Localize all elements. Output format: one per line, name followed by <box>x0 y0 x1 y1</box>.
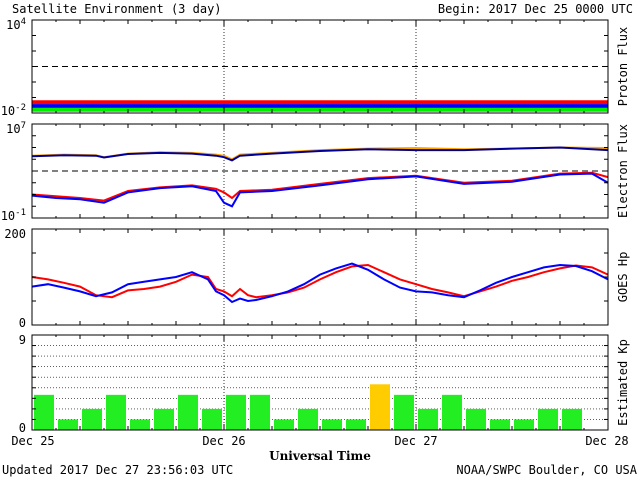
y-axis-label: Proton Flux <box>616 27 630 106</box>
y-tick-label: 107 <box>6 121 26 136</box>
y-tick-label: 0 <box>19 316 26 330</box>
kp-bar <box>490 419 510 430</box>
electron-flux-panel: 107 10-1 Electron Flux <box>1 121 630 223</box>
kp-bar <box>226 394 246 430</box>
chart-title: Satellite Environment (3 day) <box>12 2 222 16</box>
panel-frame <box>31 123 609 219</box>
panels-group: 104 10-2 Proton Flux 107 10-1 Electron Flux 20… <box>1 17 630 435</box>
kp-bar <box>418 408 438 430</box>
kp-bar <box>514 419 534 430</box>
red-series <box>31 171 609 202</box>
kp-bar <box>394 394 414 430</box>
kp-bar <box>562 408 582 430</box>
y-axis-label: Estimated Kp <box>616 339 630 426</box>
kp-bar <box>106 394 126 430</box>
y-axis-label: GOES Hp <box>616 252 630 303</box>
x-axis-ticks: Dec 25 Dec 26 Dec 27 Dec 28 <box>11 434 628 448</box>
kp-bar <box>250 394 270 430</box>
panel-frame <box>31 228 609 326</box>
kp-bar <box>442 394 462 430</box>
kp-bar <box>322 419 342 430</box>
kp-bar <box>298 408 318 430</box>
kp-bar <box>274 419 294 430</box>
kp-bar <box>154 408 174 430</box>
updated-timestamp: Updated 2017 Dec 27 23:56:03 UTC <box>2 463 233 477</box>
kp-bar <box>82 408 102 430</box>
kp-bar <box>34 394 54 430</box>
kp-bar <box>202 408 222 430</box>
navy-series <box>31 146 609 162</box>
kp-bar <box>178 394 198 430</box>
goes-hp-panel: 200 0 GOES Hp <box>4 227 630 330</box>
x-tick-label: Dec 25 <box>11 434 54 448</box>
panel-frame <box>31 19 609 114</box>
y-axis-label: Electron Flux <box>616 124 630 218</box>
kp-bar <box>466 408 486 430</box>
kp-bar <box>130 419 150 430</box>
begin-time: Begin: 2017 Dec 25 0000 UTC <box>438 2 633 16</box>
kp-bar <box>346 419 366 430</box>
y-tick-label: 200 <box>4 227 26 241</box>
proton-flux-panel: 104 10-2 Proton Flux <box>1 17 630 118</box>
x-axis-title: Universal Time <box>269 449 371 463</box>
kp-bar <box>538 408 558 430</box>
estimated-kp-panel: 9 0 Estimated Kp <box>19 333 630 435</box>
y-tick-label: 10-1 <box>1 208 26 223</box>
x-tick-label: Dec 26 <box>202 434 245 448</box>
blue-series <box>31 172 609 208</box>
x-tick-label: Dec 28 <box>585 434 628 448</box>
kp-bar <box>58 419 78 430</box>
y-tick-label: 104 <box>6 17 26 32</box>
x-tick-label: Dec 27 <box>394 434 437 448</box>
credit-text: NOAA/SWPC Boulder, CO USA <box>456 463 637 477</box>
kp-bar <box>370 384 390 430</box>
red-series <box>31 263 609 299</box>
blue-series <box>31 262 609 304</box>
y-tick-label: 0 <box>19 421 26 435</box>
y-tick-label: 10-2 <box>1 103 26 118</box>
y-tick-label: 9 <box>19 333 26 347</box>
